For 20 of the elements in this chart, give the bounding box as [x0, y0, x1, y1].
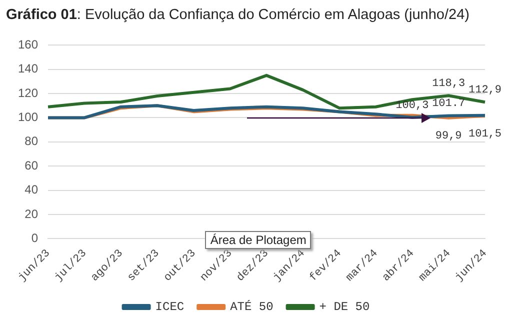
data-label: 99,9 [435, 130, 462, 142]
data-label: 101,5 [468, 128, 502, 140]
legend-label: + DE 50 [319, 300, 370, 314]
y-tick-label: 160 [18, 38, 38, 52]
annotation: Área de Plotagem [205, 230, 312, 249]
y-tick-label: 120 [18, 86, 38, 100]
y-tick-label: 60 [24, 158, 38, 172]
legend-label: ATÉ 50 [230, 300, 274, 314]
data-label: 112,9 [468, 84, 502, 97]
data-label: 101.7 [432, 98, 466, 110]
data-label: 100,3 [396, 100, 429, 112]
y-tick-label: 40 [24, 182, 38, 197]
y-tick-label: 0 [31, 230, 38, 245]
y-tick-label: 80 [24, 134, 38, 148]
data-label: 118,3 [432, 78, 466, 90]
y-tick-label: 20 [24, 206, 38, 221]
legend-label: ICEC [155, 300, 184, 314]
y-tick-label: 100 [18, 110, 38, 124]
chart-title: Gráfico 01: Evolução da Confiança do Comércio em Alagoas (junho/24) [6, 7, 470, 23]
y-tick-label: 140 [18, 62, 38, 76]
